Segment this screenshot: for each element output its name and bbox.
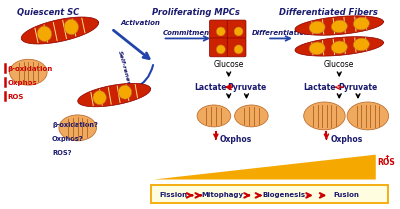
Text: Self-renewal: Self-renewal (117, 50, 133, 94)
Text: Lactate: Lactate (303, 83, 336, 92)
Ellipse shape (59, 115, 96, 141)
Text: Lactate: Lactate (195, 83, 227, 92)
Ellipse shape (234, 45, 243, 54)
Text: Differentiation: Differentiation (252, 31, 310, 37)
Ellipse shape (10, 59, 47, 85)
Polygon shape (154, 155, 376, 180)
FancyBboxPatch shape (151, 185, 388, 203)
Text: Activation: Activation (121, 20, 161, 25)
Ellipse shape (353, 17, 369, 30)
Text: β-oxidation?: β-oxidation? (52, 122, 98, 128)
Ellipse shape (234, 27, 243, 36)
Text: Pyruvate: Pyruvate (338, 83, 378, 92)
Text: Biogenesis: Biogenesis (262, 192, 306, 198)
Ellipse shape (64, 19, 78, 34)
Ellipse shape (93, 91, 106, 104)
Text: Glucose: Glucose (214, 60, 244, 69)
Ellipse shape (197, 105, 231, 127)
Polygon shape (295, 37, 384, 56)
Text: Fission: Fission (160, 192, 188, 198)
Text: Quiescent SC: Quiescent SC (17, 8, 79, 17)
Text: Oxphos: Oxphos (8, 80, 37, 86)
Ellipse shape (235, 105, 268, 127)
Text: ROS?: ROS? (52, 150, 72, 156)
Text: Differentiated Fibers: Differentiated Fibers (279, 8, 378, 17)
Text: ROS: ROS (378, 158, 396, 167)
FancyBboxPatch shape (210, 38, 228, 57)
Ellipse shape (309, 21, 325, 34)
Text: β-oxidation: β-oxidation (8, 66, 53, 72)
Polygon shape (21, 17, 98, 44)
Text: Oxphos?: Oxphos? (52, 136, 84, 142)
Text: Commitment: Commitment (163, 31, 214, 37)
Text: Glucose: Glucose (324, 60, 354, 69)
FancyBboxPatch shape (227, 20, 246, 39)
Text: Pyruvate: Pyruvate (227, 83, 266, 92)
Text: Proliferating MPCs: Proliferating MPCs (152, 8, 240, 17)
Text: Oxphos: Oxphos (220, 135, 252, 144)
Text: Oxphos: Oxphos (330, 135, 363, 144)
Text: ↑: ↑ (384, 154, 391, 163)
Ellipse shape (331, 20, 347, 33)
Ellipse shape (331, 41, 347, 54)
Text: Mitophagy: Mitophagy (202, 192, 244, 198)
Ellipse shape (309, 42, 325, 55)
FancyBboxPatch shape (210, 20, 228, 39)
Polygon shape (78, 83, 151, 107)
Ellipse shape (118, 85, 132, 99)
FancyBboxPatch shape (227, 38, 246, 57)
Text: ROS: ROS (8, 94, 24, 100)
Ellipse shape (216, 27, 225, 36)
Ellipse shape (353, 38, 369, 51)
Ellipse shape (304, 102, 345, 130)
Text: Fusion: Fusion (333, 192, 359, 198)
Ellipse shape (347, 102, 388, 130)
Polygon shape (295, 16, 384, 35)
Ellipse shape (37, 26, 52, 41)
Ellipse shape (216, 45, 225, 54)
